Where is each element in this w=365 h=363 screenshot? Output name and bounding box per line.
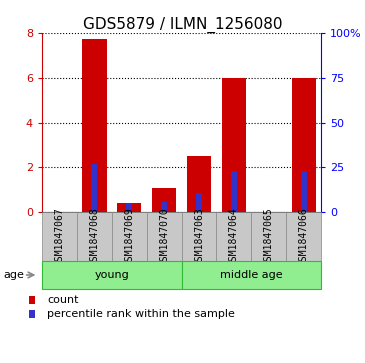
Text: percentile rank within the sample: percentile rank within the sample [47,309,235,319]
Bar [222,78,246,212]
Bar [161,201,167,212]
Bar [147,212,181,261]
Bar [29,296,35,304]
Bar [42,212,77,261]
Text: age: age [4,270,24,280]
Bar [112,212,147,261]
Text: GSM1847064: GSM1847064 [229,208,239,266]
Bar [42,261,181,289]
Bar [251,212,286,261]
Bar [77,212,112,261]
Text: GSM1847063: GSM1847063 [194,208,204,266]
Text: GSM1847066: GSM1847066 [299,208,309,266]
Text: GDS5879 / ILMN_1256080: GDS5879 / ILMN_1256080 [83,16,282,33]
Text: GSM1847067: GSM1847067 [54,208,65,266]
Text: middle age: middle age [220,270,283,280]
Bar [181,212,216,261]
Bar [292,78,316,212]
Text: young: young [95,270,129,280]
Bar [216,212,251,261]
Text: count: count [47,295,79,305]
Bar [301,171,307,212]
Bar [117,203,142,212]
Bar [126,203,132,212]
Bar [29,310,35,318]
Text: GSM1847069: GSM1847069 [124,208,134,266]
Text: GSM1847065: GSM1847065 [264,208,274,266]
Bar [181,261,321,289]
Bar [91,164,97,212]
Bar [286,212,321,261]
Text: GSM1847070: GSM1847070 [159,208,169,266]
Bar [187,156,211,212]
Bar [152,188,176,212]
Bar [82,40,107,212]
Bar [196,193,202,212]
Text: GSM1847068: GSM1847068 [89,208,99,266]
Bar [231,171,237,212]
